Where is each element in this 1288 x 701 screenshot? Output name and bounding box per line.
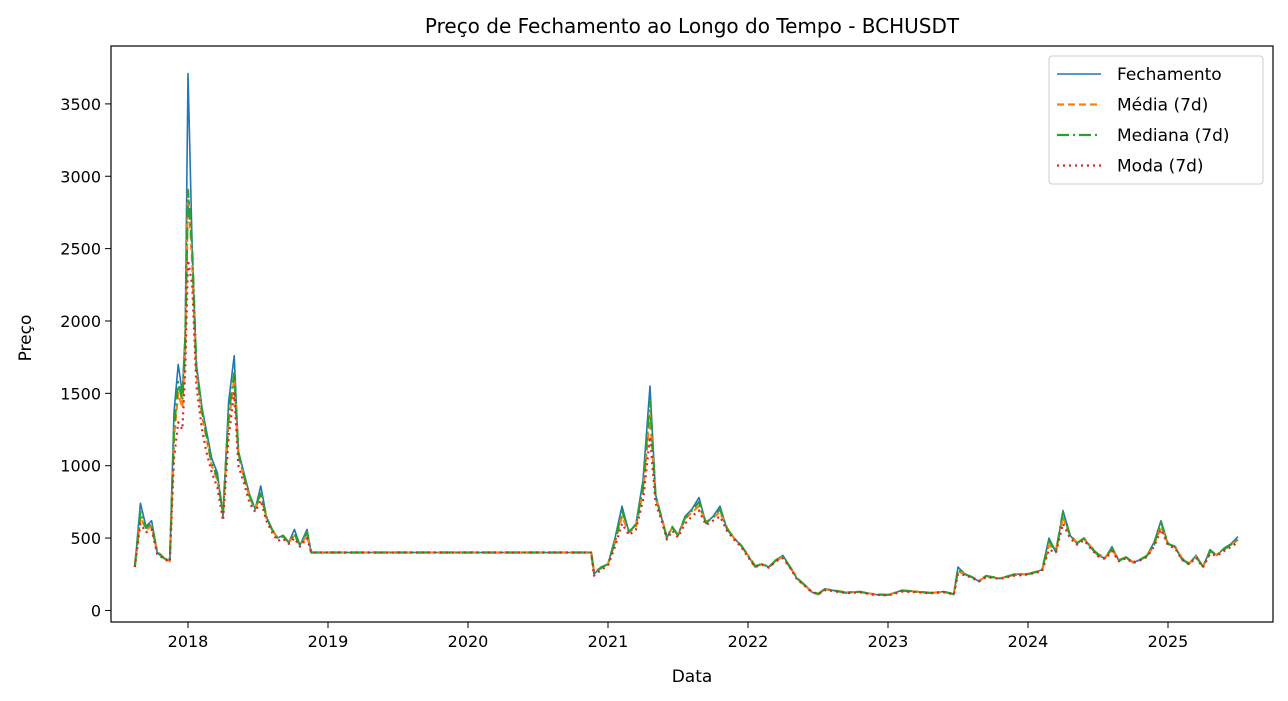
x-tick-label: 2019 — [308, 632, 349, 651]
series-line-3 — [133, 259, 1239, 597]
x-tick-label: 2024 — [1008, 632, 1049, 651]
plot-series-group — [133, 72, 1239, 597]
y-tick-label: 3500 — [60, 95, 101, 114]
y-tick-label: 0 — [91, 601, 101, 620]
x-axis-label: Data — [672, 667, 713, 687]
legend-label-1: Média (7d) — [1117, 96, 1208, 116]
plot-frame — [110, 45, 1274, 623]
y-tick-label: 1000 — [60, 457, 101, 476]
y-axis-label: Preço — [16, 315, 36, 362]
y-tick-label: 500 — [70, 529, 101, 548]
x-tick-label: 2025 — [1148, 632, 1189, 651]
x-tick-label: 2023 — [868, 632, 909, 651]
y-tick-label: 1500 — [60, 384, 101, 403]
x-tick-label: 2018 — [168, 632, 209, 651]
legend-label-0: Fechamento — [1117, 65, 1222, 85]
x-axis: 2018 2019 2020 2021 2022 2023 2024 2025 — [168, 622, 1189, 651]
x-tick-label: 2020 — [448, 632, 489, 651]
legend: Fechamento Média (7d) Mediana (7d) Moda (7d… — [1048, 55, 1264, 185]
legend-label-3: Moda (7d) — [1117, 157, 1204, 177]
y-tick-label: 2500 — [60, 240, 101, 259]
chart-title: Preço de Fechamento ao Longo do Tempo - … — [425, 14, 960, 38]
x-tick-label: 2021 — [588, 632, 629, 651]
series-line-2 — [133, 189, 1239, 596]
y-tick-label: 3000 — [60, 167, 101, 186]
series-line-1 — [133, 186, 1239, 596]
x-tick-label: 2022 — [728, 632, 769, 651]
legend-label-2: Mediana (7d) — [1117, 126, 1230, 146]
y-tick-label: 2000 — [60, 312, 101, 331]
legend-box — [1048, 55, 1264, 185]
y-axis: 0 500 1000 1500 2000 2500 3000 3500 — [60, 95, 111, 620]
